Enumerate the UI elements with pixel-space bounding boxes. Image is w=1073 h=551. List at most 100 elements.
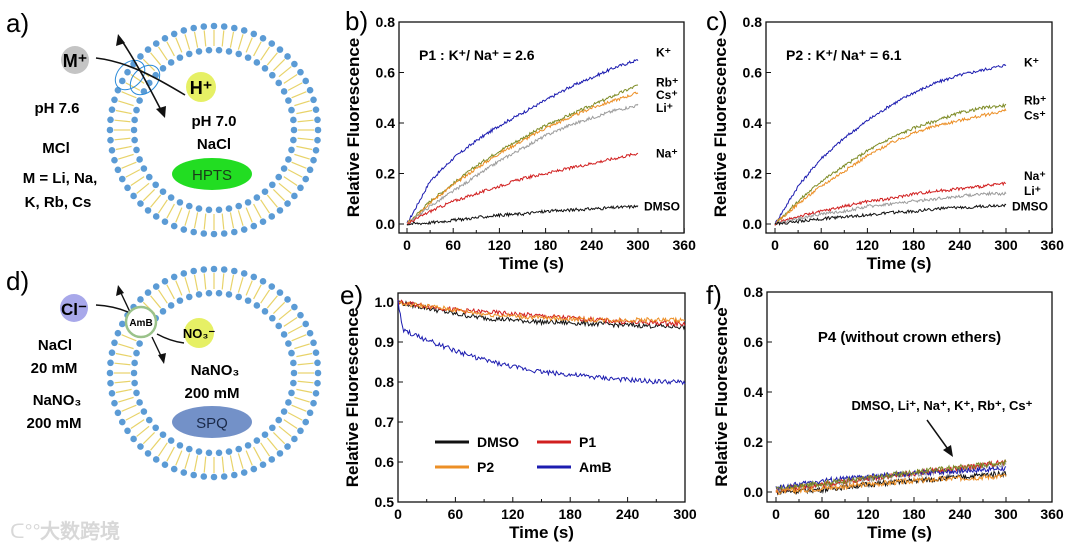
lipid-head xyxy=(291,303,298,311)
arrow-label: DMSO, Li⁺, Na⁺, K⁺, Rb⁺, Cs⁺ xyxy=(852,398,1033,413)
vesicle-membrane xyxy=(106,22,322,238)
lipid-tail xyxy=(245,450,253,466)
lipid-tail xyxy=(291,334,307,342)
y-tick-label: 0.2 xyxy=(743,166,763,182)
lipid-head xyxy=(253,59,261,66)
lipid-tail xyxy=(278,425,292,437)
series-label: Rb⁺ xyxy=(656,76,678,90)
lipid-head xyxy=(290,379,297,387)
lipid-head xyxy=(137,200,144,207)
lipid-head xyxy=(280,408,288,415)
x-axis-label: Time (s) xyxy=(499,254,564,273)
x-tick-label: 240 xyxy=(948,237,972,253)
lipid-head xyxy=(268,213,276,220)
lipid-head xyxy=(259,277,267,285)
x-tick-label: 120 xyxy=(856,506,880,522)
lipid-tail xyxy=(130,176,145,187)
lipid-head xyxy=(144,46,152,53)
lipid-head xyxy=(290,116,297,124)
lipid-tail xyxy=(253,446,262,462)
lipid-head xyxy=(145,173,153,181)
lipid-tail xyxy=(184,453,191,469)
lipid-tail xyxy=(287,412,303,421)
lipid-head xyxy=(130,126,138,134)
lipid-head xyxy=(310,96,317,104)
lipid-head xyxy=(215,449,223,457)
lipid-head xyxy=(107,379,114,387)
annotation: P1 : K⁺/ Na⁺ = 2.6 xyxy=(419,47,535,63)
series-line-Na xyxy=(774,181,1007,226)
lipid-tail xyxy=(260,442,271,457)
hpts-dye-icon xyxy=(172,158,252,190)
lipid-head xyxy=(124,184,131,192)
lipid-head xyxy=(136,399,143,406)
lipid-head xyxy=(133,389,140,397)
lipid-tail xyxy=(203,30,207,47)
lipid-head xyxy=(306,86,314,94)
lipid-tail xyxy=(193,212,199,229)
y-tick-label: 0.8 xyxy=(744,284,764,300)
lipid-head xyxy=(144,289,152,296)
lipid-tail xyxy=(283,316,298,327)
lipid-head xyxy=(210,473,218,481)
lipid-head xyxy=(159,308,167,315)
lipid-head xyxy=(176,54,184,61)
lipid-head xyxy=(205,206,213,214)
y-tick-label: 0.6 xyxy=(743,65,763,81)
lipid-head xyxy=(167,59,175,66)
lipid-head xyxy=(190,267,198,275)
lipid-head xyxy=(114,409,122,417)
inside-ph: pH 7.0 xyxy=(191,113,236,130)
lipid-head xyxy=(205,46,213,54)
lipid-tail xyxy=(253,203,262,219)
lipid-head xyxy=(195,205,203,212)
lipid-head xyxy=(210,230,218,238)
lipid-head xyxy=(118,77,126,85)
series-line-Cs xyxy=(774,108,1007,226)
lipid-head xyxy=(275,416,283,424)
lipid-head xyxy=(276,46,284,53)
ion-in-label: H⁺ xyxy=(190,78,213,98)
lipid-tail xyxy=(203,273,207,290)
series-line-Cs xyxy=(775,473,1007,495)
lipid-head xyxy=(180,469,188,476)
lipid-head xyxy=(297,311,304,319)
series-label: Cs⁺ xyxy=(1024,108,1046,122)
y-tick-label: 1.0 xyxy=(375,294,395,310)
series-label: K⁺ xyxy=(1024,55,1039,69)
lipid-tail xyxy=(150,437,162,451)
lipid-head xyxy=(137,53,144,60)
lipid-head xyxy=(314,116,321,124)
lipid-head xyxy=(185,50,193,58)
chart-c: c) 0 60 120 180 240 300 360 0.0 0.2 0.4 0.6 0.8 Time … xyxy=(706,6,1064,273)
outside-conc-2: 200 mM xyxy=(26,415,81,432)
lipid-head xyxy=(185,293,193,301)
lipid-tail xyxy=(287,82,303,91)
lipid-head xyxy=(108,389,116,397)
watermark-logo: ᑕ°° xyxy=(10,521,41,543)
lipid-head xyxy=(297,68,304,76)
lipid-head xyxy=(276,289,284,296)
lipid-head xyxy=(210,265,218,273)
lipid-tail xyxy=(272,431,286,445)
y-axis-label: Relative Fluorescence xyxy=(712,307,731,487)
lipid-head xyxy=(288,146,295,154)
lipid-head xyxy=(268,40,276,47)
lipid-head xyxy=(269,71,276,79)
lipid-tail xyxy=(253,284,262,300)
x-tick-label: 0 xyxy=(772,506,780,522)
y-tick-label: 0.9 xyxy=(375,334,395,350)
lipid-head xyxy=(180,226,188,233)
lipid-head xyxy=(180,270,188,277)
series-label: DMSO xyxy=(644,199,680,213)
lipid-tail xyxy=(221,213,225,230)
transport-path xyxy=(95,57,186,96)
vesicle-membrane xyxy=(106,265,322,481)
lipid-head xyxy=(244,54,252,61)
y-tick-label: 0.5 xyxy=(375,494,395,510)
lipid-tail xyxy=(221,273,225,290)
series-line-Cs xyxy=(406,91,639,224)
lipid-head xyxy=(107,116,114,124)
lipid-tail xyxy=(203,213,207,230)
lipid-head xyxy=(195,448,203,455)
